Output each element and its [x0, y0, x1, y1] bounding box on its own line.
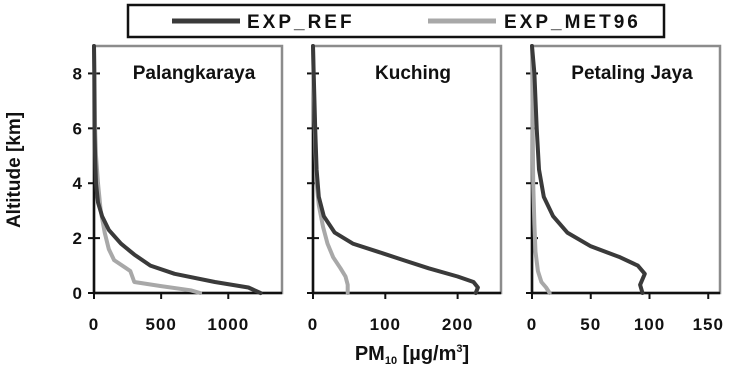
- y-tick-label-4: 4: [73, 174, 83, 193]
- x-tick-label-palangkaraya-0: 0: [89, 315, 99, 334]
- x-tick-label-palangkaraya-500: 500: [145, 315, 176, 334]
- panel-petaling-jaya: 0 50 100 150 Petaling Jaya: [526, 44, 724, 334]
- x-tick-label-petaling-jaya-150: 150: [693, 315, 724, 334]
- series-line-kuching-exp-ref: [311, 44, 480, 295]
- series-line-petaling-jaya-exp-met96: [530, 44, 552, 295]
- panel-title-kuching: Kuching: [375, 63, 451, 84]
- x-tick-label-petaling-jaya-0: 0: [527, 315, 537, 334]
- legend: EXP_REF EXP_MET96: [126, 3, 666, 39]
- panel-frame-palangkaraya: [92, 44, 284, 295]
- x-tick-label-palangkaraya-1000: 1000: [207, 315, 249, 334]
- y-axis-label: Altitude [km]: [4, 112, 25, 228]
- panel-kuching: 0 100 200 Kuching: [307, 44, 503, 334]
- x-axis-label-main: PM: [355, 343, 385, 365]
- panel-frame-kuching: [311, 44, 503, 295]
- x-axis-label-superscript: 3: [456, 343, 462, 355]
- x-axis-label-subscript: 10: [385, 355, 397, 367]
- legend-label-exp-ref: EXP_REF: [247, 12, 355, 33]
- x-tick-label-kuching-100: 100: [370, 315, 401, 334]
- x-tick-label-petaling-jaya-50: 50: [580, 315, 601, 334]
- panel-title-petaling-jaya: Petaling Jaya: [571, 63, 693, 84]
- y-tick-label-2: 2: [73, 229, 82, 248]
- y-tick-label-6: 6: [73, 119, 82, 138]
- y-tick-label-0: 0: [73, 284, 82, 303]
- panel-frame-petaling-jaya: [530, 44, 722, 295]
- series-line-petaling-jaya-exp-ref: [530, 44, 647, 295]
- x-axis-label-unit-end: ]: [463, 343, 470, 365]
- series-line-palangkaraya-exp-ref: [92, 44, 263, 295]
- panel-title-palangkaraya: Palangkaraya: [133, 63, 256, 84]
- x-axis-label-unit: [µg/m: [397, 343, 456, 365]
- panel-palangkaraya: 0 2 4 6 8 0 500 1000 Palangkaraya: [73, 44, 284, 334]
- legend-label-exp-met96: EXP_MET96: [504, 12, 641, 33]
- x-tick-label-petaling-jaya-100: 100: [634, 315, 665, 334]
- x-tick-label-kuching-200: 200: [442, 315, 473, 334]
- x-tick-label-kuching-0: 0: [308, 315, 318, 334]
- x-axis-label: PM10 [µg/m3]: [355, 343, 469, 367]
- y-tick-label-8: 8: [73, 64, 82, 83]
